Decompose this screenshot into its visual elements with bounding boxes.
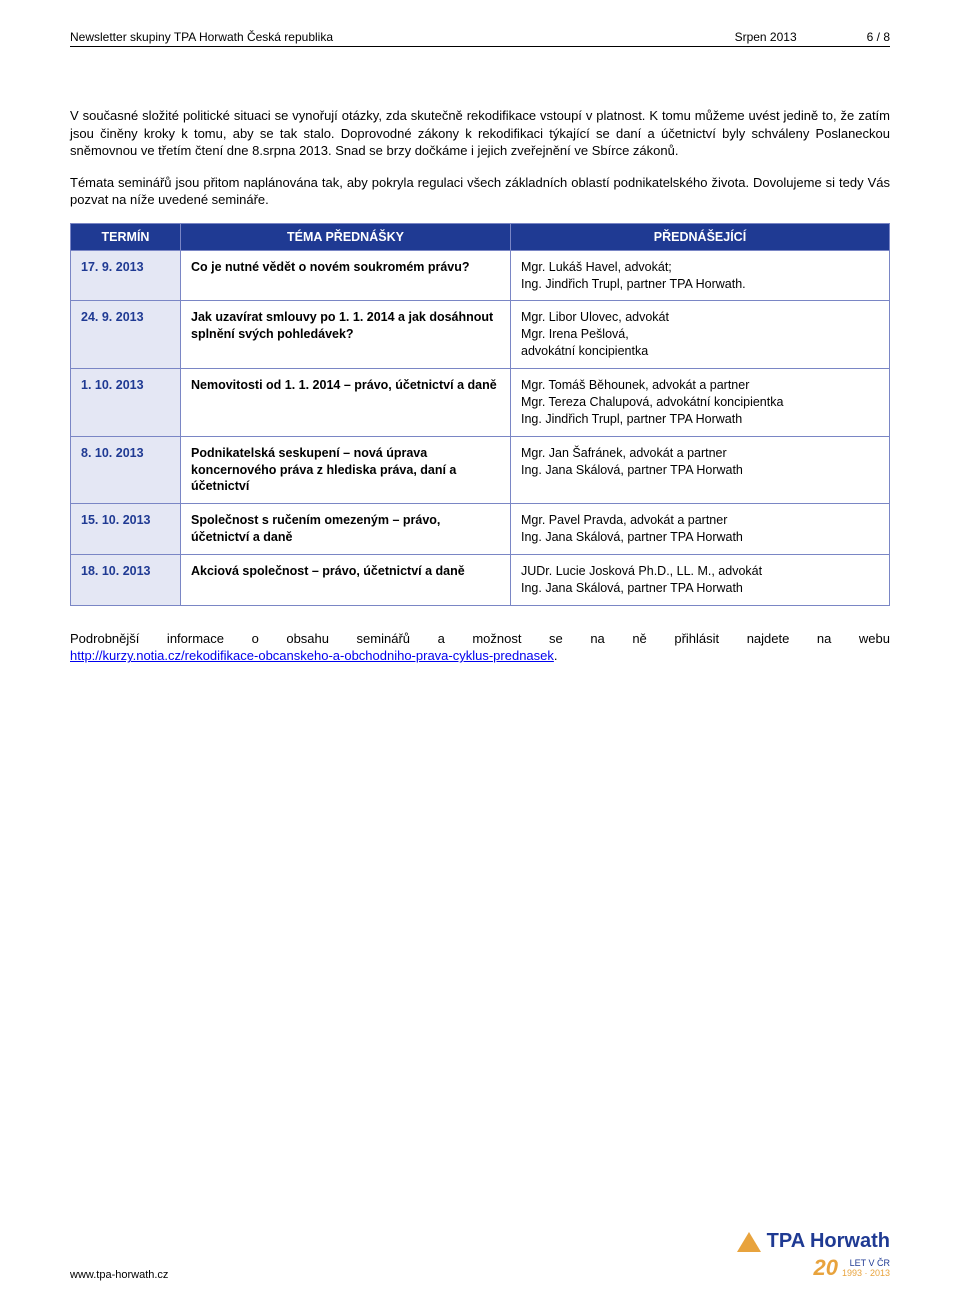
cell-speakers: Mgr. Pavel Pravda, advokát a partnerIng.… [511,504,890,555]
cell-topic: Jak uzavírat smlouvy po 1. 1. 2014 a jak… [181,301,511,369]
cell-speakers: Mgr. Lukáš Havel, advokát;Ing. Jindřich … [511,250,890,301]
table-row: 15. 10. 2013Společnost s ručením omezený… [71,504,890,555]
cell-date: 15. 10. 2013 [71,504,181,555]
table-row: 18. 10. 2013Akciová společnost – právo, … [71,555,890,606]
header-pager: 6 / 8 [867,30,890,44]
cell-topic: Co je nutné vědět o novém soukromém práv… [181,250,511,301]
footer-link[interactable]: http://kurzy.notia.cz/rekodifikace-obcan… [70,648,554,663]
logo-triangle-icon [737,1232,761,1252]
table-row: 8. 10. 2013Podnikatelská seskupení – nov… [71,436,890,504]
cell-speakers: JUDr. Lucie Josková Ph.D., LL. M., advok… [511,555,890,606]
cell-date: 8. 10. 2013 [71,436,181,504]
table-row: 1. 10. 2013Nemovitosti od 1. 1. 2014 – p… [71,369,890,437]
cell-speakers: Mgr. Libor Ulovec, advokátMgr. Irena Peš… [511,301,890,369]
body-content: V současné složité politické situaci se … [70,107,890,209]
cell-topic: Nemovitosti od 1. 1. 2014 – právo, účetn… [181,369,511,437]
table-header-row: TERMÍN TÉMA PŘEDNÁŠKY PŘEDNÁŠEJÍCÍ [71,223,890,250]
anniversary-years: 1993 · 2013 [842,1268,890,1278]
page-header: Newsletter skupiny TPA Horwath Česká rep… [70,30,890,47]
header-date: Srpen 2013 [735,30,797,44]
page-footer: www.tpa-horwath.cz TPA Horwath 20 LET V … [70,1230,890,1281]
cell-speakers: Mgr. Tomáš Běhounek, advokát a partnerMg… [511,369,890,437]
footer-para-prefix: Podrobnější informace o obsahu seminářů … [70,631,890,646]
cell-topic: Podnikatelská seskupení – nová úprava ko… [181,436,511,504]
col-prednasejici: PŘEDNÁŠEJÍCÍ [511,223,890,250]
logo-text: TPA Horwath [767,1230,890,1253]
footer-paragraph: Podrobnější informace o obsahu seminářů … [70,630,890,648]
footer-para-suffix: . [554,648,558,663]
table-row: 24. 9. 2013Jak uzavírat smlouvy po 1. 1.… [71,301,890,369]
cell-date: 24. 9. 2013 [71,301,181,369]
paragraph-2: Témata seminářů jsou přitom naplánována … [70,174,890,209]
seminars-table: TERMÍN TÉMA PŘEDNÁŠKY PŘEDNÁŠEJÍCÍ 17. 9… [70,223,890,606]
table-row: 17. 9. 2013Co je nutné vědět o novém sou… [71,250,890,301]
footer-logo-block: TPA Horwath 20 LET V ČR 1993 · 2013 [737,1230,890,1281]
footer-url: www.tpa-horwath.cz [70,1269,168,1281]
cell-topic: Akciová společnost – právo, účetnictví a… [181,555,511,606]
anniversary-label: LET V ČR [850,1258,890,1268]
cell-topic: Společnost s ručením omezeným – právo, ú… [181,504,511,555]
cell-date: 18. 10. 2013 [71,555,181,606]
paragraph-1: V současné složité politické situaci se … [70,107,890,160]
footer-link-line: http://kurzy.notia.cz/rekodifikace-obcan… [70,647,890,665]
col-tema: TÉMA PŘEDNÁŠKY [181,223,511,250]
cell-date: 1. 10. 2013 [71,369,181,437]
col-termin: TERMÍN [71,223,181,250]
header-title: Newsletter skupiny TPA Horwath Česká rep… [70,30,333,44]
cell-speakers: Mgr. Jan Šafránek, advokát a partnerIng.… [511,436,890,504]
cell-date: 17. 9. 2013 [71,250,181,301]
anniversary-number: 20 [813,1255,837,1281]
